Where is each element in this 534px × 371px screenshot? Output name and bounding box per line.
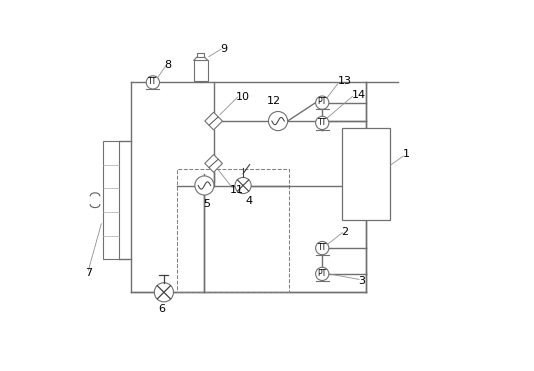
Circle shape	[146, 76, 160, 89]
Text: 12: 12	[268, 96, 281, 106]
Circle shape	[316, 242, 329, 255]
Bar	[194, 60, 208, 81]
Circle shape	[316, 96, 329, 109]
Polygon shape	[205, 155, 223, 172]
Bar	[103, 141, 119, 259]
Text: PT: PT	[318, 269, 327, 278]
Text: TT: TT	[318, 243, 327, 252]
Circle shape	[195, 176, 214, 195]
Text: 11: 11	[230, 185, 244, 195]
Text: 8: 8	[164, 60, 171, 70]
Text: 4: 4	[245, 196, 252, 206]
Circle shape	[235, 177, 251, 194]
Circle shape	[269, 112, 288, 131]
Bar	[342, 128, 390, 220]
Text: 3: 3	[358, 276, 365, 286]
Text: 13: 13	[337, 76, 352, 86]
Circle shape	[316, 116, 329, 129]
Bar	[198, 53, 204, 57]
Text: 9: 9	[220, 44, 227, 54]
Polygon shape	[205, 112, 223, 130]
Circle shape	[154, 283, 174, 302]
Text: 6: 6	[159, 304, 166, 314]
Text: 14: 14	[352, 90, 366, 100]
Text: 10: 10	[235, 92, 250, 102]
Text: TT: TT	[318, 118, 327, 127]
Text: 2: 2	[341, 227, 349, 237]
Text: 7: 7	[85, 268, 92, 278]
Text: 1: 1	[403, 149, 410, 159]
Text: 5: 5	[203, 199, 210, 209]
Text: TT: TT	[148, 77, 158, 86]
Circle shape	[316, 267, 329, 280]
Text: PT: PT	[318, 98, 327, 106]
Bar	[177, 169, 289, 292]
